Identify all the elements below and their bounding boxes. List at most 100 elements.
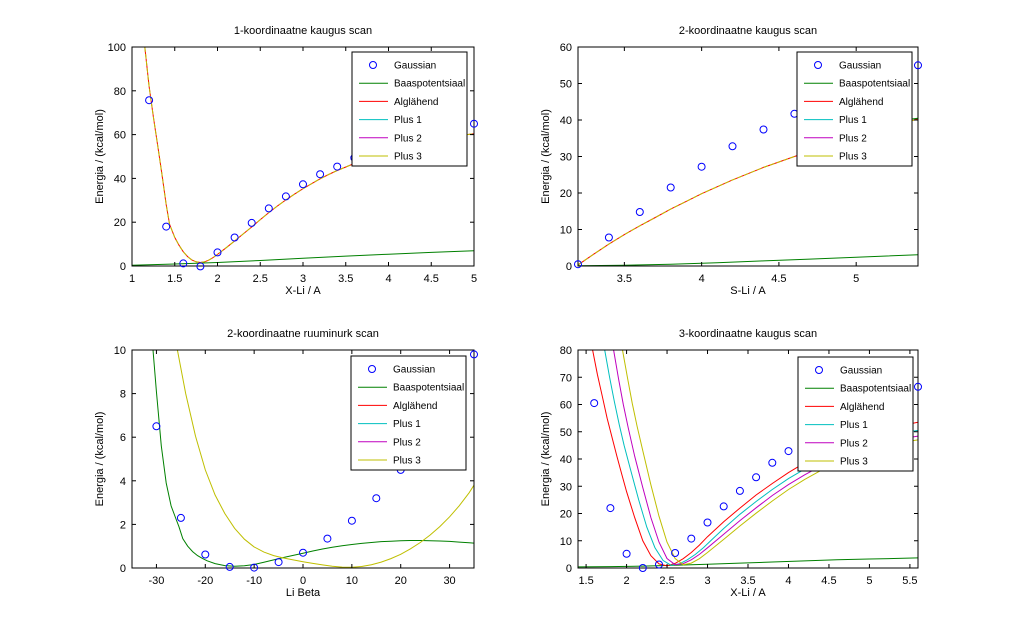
x-tick-label: 1.5: [167, 273, 182, 285]
gaussian-marker: [638, 564, 647, 572]
plot-1: 1 1.5 2 2.5 3 3.5 4 4.5 5 0 20 40 60 80 100 1-koordinaa…: [94, 25, 478, 297]
x-tick-label: 2.5: [659, 575, 674, 587]
plot-title: 1-koordinaatne kaugus scan: [234, 25, 372, 37]
x-tick-label: 5: [853, 273, 859, 285]
legend-entry-label: Plus 1: [393, 419, 421, 430]
legend: Gaussian Baaspotentsiaal Alglähend Plus 1 Pl…: [797, 356, 914, 472]
x-axis-label: X-Li / A: [730, 587, 766, 599]
plot-title: 2-koordinaatne kaugus scan: [679, 25, 817, 37]
gaussian-marker: [687, 534, 696, 543]
gaussian-marker: [247, 218, 256, 227]
legend-entry-label: Gaussian: [393, 365, 435, 376]
gaussian-marker: [213, 248, 222, 257]
legend-box: [351, 51, 468, 167]
legend-entry-label: Plus 3: [840, 457, 868, 468]
legend-entry-label: Plus 3: [394, 152, 422, 163]
y-tick-label: 10: [114, 345, 126, 357]
plot-title: 3-koordinaatne kaugus scan: [679, 328, 817, 340]
legend-entry-label: Plus 1: [839, 115, 867, 126]
legend-entry-label: Gaussian: [394, 61, 436, 72]
legend-marker-blue: [814, 61, 822, 69]
y-tick-label: 60: [114, 130, 126, 142]
gaussian-marker: [225, 562, 234, 571]
gaussian-marker: [316, 170, 325, 179]
y-tick-label: 30: [560, 152, 572, 164]
gaussian-marker: [470, 350, 478, 359]
gaussian-marker: [697, 162, 706, 171]
gaussian-marker: [196, 262, 205, 271]
y-axis-label: Energia / (kcal/mol): [94, 109, 106, 204]
y-tick-label: 60: [560, 400, 572, 412]
gaussian-marker: [655, 560, 663, 569]
gaussian-marker: [470, 119, 478, 128]
y-tick-label: 20: [560, 188, 572, 200]
curve-green: [578, 557, 918, 568]
y-tick-label: 0: [566, 563, 572, 575]
legend: Gaussian Baaspotentsiaal Alglähend Plus 1 Pl…: [796, 51, 913, 167]
x-tick-label: 3: [704, 575, 710, 587]
y-tick-label: 6: [120, 432, 126, 444]
x-tick-label: 1: [129, 273, 135, 285]
x-tick-label: 4: [785, 575, 791, 587]
legend-entry-label: Alglähend: [394, 97, 438, 108]
legend-entry-label: Alglähend: [840, 402, 884, 413]
legend-entry-label: Plus 2: [839, 133, 867, 144]
y-tick-label: 0: [120, 563, 126, 575]
gaussian-marker: [574, 260, 582, 269]
y-tick-label: 20: [114, 217, 126, 229]
legend-entry-label: Plus 1: [840, 420, 868, 431]
y-tick-label: 10: [560, 225, 572, 237]
legend-entry-label: Plus 1: [394, 115, 422, 126]
gaussian-marker: [606, 504, 615, 513]
gaussian-marker: [152, 422, 161, 431]
legend-entry-label: Gaussian: [839, 61, 881, 72]
y-axis-label: Energia / (kcal/mol): [540, 412, 552, 507]
y-tick-label: 30: [560, 481, 572, 493]
legend: Gaussian Baaspotentsiaal Alglähend Plus 1 Pl…: [351, 51, 468, 167]
y-tick-label: 8: [120, 389, 126, 401]
gaussian-marker: [333, 162, 342, 171]
gaussian-marker: [666, 183, 675, 192]
gaussian-marker: [719, 502, 728, 511]
y-tick-label: 40: [114, 173, 126, 185]
x-tick-label: 4: [699, 273, 705, 285]
x-axis-label: S-Li / A: [730, 285, 766, 297]
gaussian-marker: [347, 516, 356, 525]
y-tick-label: 50: [560, 79, 572, 91]
x-tick-label: 2: [624, 575, 630, 587]
gaussian-marker: [145, 96, 154, 105]
legend-entry-label: Plus 3: [393, 456, 421, 467]
x-tick-label: 2.5: [253, 273, 268, 285]
x-tick-label: 5.5: [902, 575, 917, 587]
gaussian-marker: [176, 513, 185, 522]
legend-marker-blue: [815, 366, 823, 374]
y-tick-label: 50: [560, 427, 572, 439]
gaussian-marker: [671, 549, 680, 557]
legend-entry-label: Plus 3: [839, 152, 867, 163]
gaussian-marker: [299, 548, 307, 557]
plot-3: -30 -20 -10 0 10 20 30 0 2 4 6 8 10 2-koordinaatne ru…: [94, 328, 478, 599]
legend: Gaussian Baaspotentsiaal Alglähend Plus 1 Pl…: [350, 355, 467, 471]
gaussian-marker: [622, 549, 631, 558]
legend-entry-label: Alglähend: [393, 401, 437, 412]
gaussian-marker: [323, 534, 332, 543]
x-axis-label: Li Beta: [286, 587, 321, 599]
gaussian-marker: [179, 259, 188, 268]
gaussian-marker: [250, 563, 259, 572]
y-tick-label: 20: [560, 509, 572, 521]
legend-entry-label: Plus 2: [394, 133, 422, 144]
legend-entry-label: Gaussian: [840, 366, 882, 377]
y-axis-label: Energia / (kcal/mol): [94, 412, 106, 507]
y-tick-label: 60: [560, 42, 572, 54]
plot-4: 1.5 2 2.5 3 3.5 4 4.5 5 5.5 0 10 20 30 40 50 60 70 80 3-ko…: [540, 328, 922, 599]
y-tick-label: 40: [560, 454, 572, 466]
x-tick-label: 4.5: [424, 273, 439, 285]
gaussian-marker: [914, 382, 922, 391]
y-axis-label: Energia / (kcal/mol): [540, 109, 552, 204]
legend-entry-label: Plus 2: [840, 438, 868, 449]
y-tick-label: 70: [560, 372, 572, 384]
legend-entry-label: Baaspotentsiaal: [840, 384, 911, 395]
gaussian-marker: [703, 518, 712, 527]
